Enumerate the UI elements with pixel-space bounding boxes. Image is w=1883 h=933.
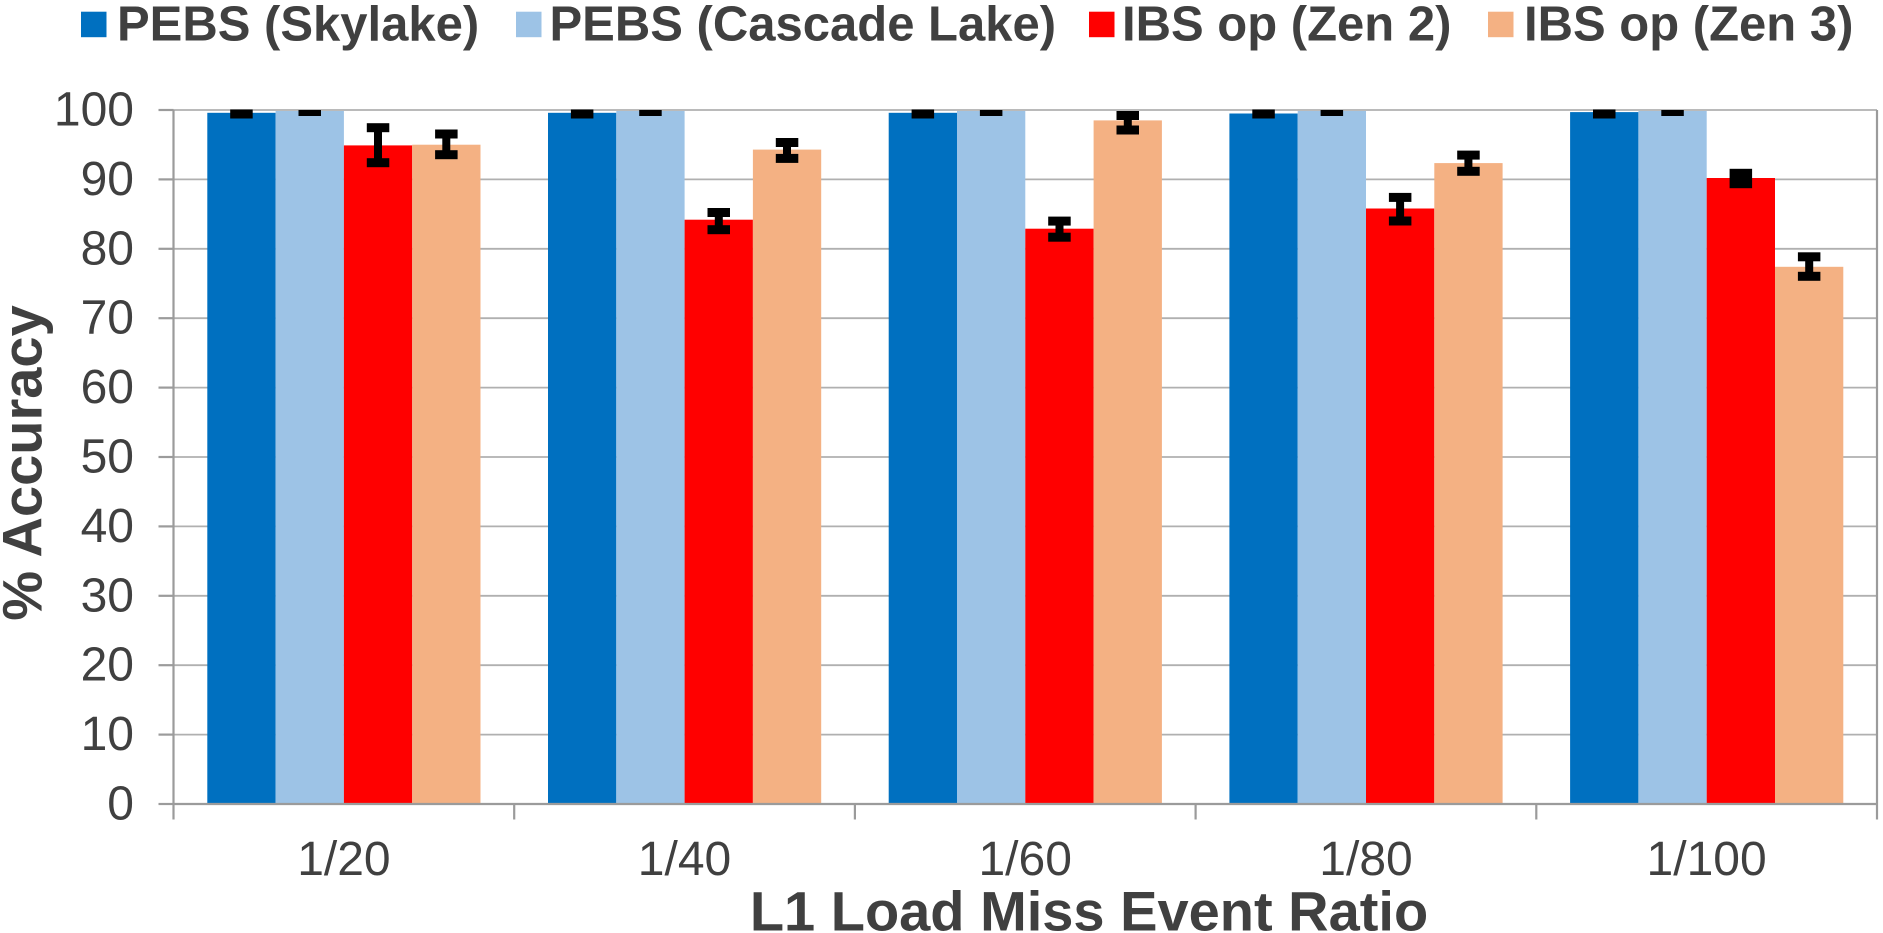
svg-text:20: 20 [81, 639, 134, 692]
svg-text:PEBS (Skylake): PEBS (Skylake) [117, 0, 479, 51]
svg-text:50: 50 [81, 431, 134, 484]
svg-text:IBS op (Zen 3): IBS op (Zen 3) [1524, 0, 1853, 51]
svg-text:PEBS (Cascade Lake): PEBS (Cascade Lake) [550, 0, 1057, 51]
svg-text:1/20: 1/20 [297, 833, 390, 886]
svg-text:L1 Load Miss Event Ratio: L1 Load Miss Event Ratio [750, 880, 1428, 933]
svg-text:10: 10 [81, 708, 134, 761]
svg-text:40: 40 [81, 500, 134, 553]
svg-text:1/100: 1/100 [1647, 833, 1767, 886]
svg-text:100: 100 [54, 84, 134, 137]
svg-text:1/60: 1/60 [978, 833, 1071, 886]
svg-text:1/80: 1/80 [1319, 833, 1412, 886]
svg-text:70: 70 [81, 292, 134, 345]
svg-text:30: 30 [81, 569, 134, 622]
svg-text:IBS op (Zen 2): IBS op (Zen 2) [1122, 0, 1451, 51]
svg-text:90: 90 [81, 153, 134, 206]
svg-text:0: 0 [107, 778, 134, 831]
svg-text:% Accuracy: % Accuracy [0, 305, 54, 620]
svg-text:80: 80 [81, 222, 134, 275]
svg-text:60: 60 [81, 361, 134, 414]
svg-text:1/40: 1/40 [638, 833, 731, 886]
